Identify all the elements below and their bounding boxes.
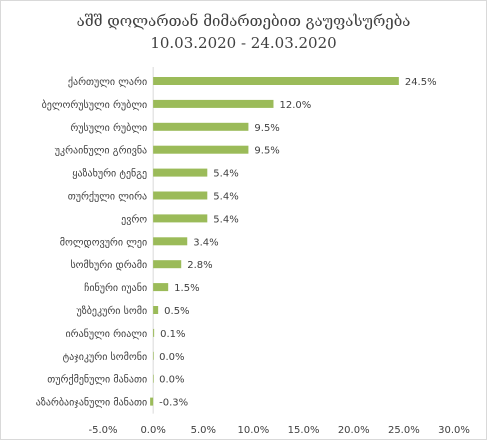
value-label: 3.4% — [193, 237, 218, 248]
value-label: 9.5% — [254, 123, 279, 134]
chart-subtitle: 10.03.2020 - 24.03.2020 — [150, 34, 337, 52]
value-label: 9.5% — [254, 146, 279, 157]
value-label: 24.5% — [405, 77, 437, 88]
category-label: თურქული ლირა — [68, 191, 147, 203]
category-label: სომხური დრამი — [70, 259, 147, 271]
value-label: 0.0% — [159, 352, 184, 363]
x-tick-label: -5.0% — [88, 425, 117, 436]
bar — [153, 351, 154, 360]
x-tick-label: 0.0% — [140, 425, 165, 436]
category-label: უკრაინული გრივნა — [55, 145, 147, 157]
bar — [153, 77, 399, 85]
category-label: ბელორუსული რუბლი — [42, 99, 148, 111]
value-label: 5.4% — [213, 192, 238, 203]
bar — [153, 260, 182, 269]
bar — [153, 122, 249, 131]
value-label: 0.5% — [164, 306, 189, 317]
bar — [153, 214, 208, 223]
value-label: -0.3% — [159, 398, 188, 409]
category-label: რუსული რუბლი — [70, 122, 147, 134]
value-label: 5.4% — [213, 214, 238, 225]
x-tick-label: 20.0% — [338, 425, 370, 436]
category-label: მოლდოვური ლეი — [60, 236, 147, 248]
value-label: 2.8% — [187, 260, 212, 271]
bar — [153, 306, 159, 314]
bar — [153, 374, 154, 383]
bar — [153, 283, 169, 292]
value-label: 5.4% — [213, 169, 238, 180]
x-tick-label: 10.0% — [238, 425, 270, 436]
bar — [153, 237, 188, 246]
category-label: ირანული რიალი — [65, 328, 147, 340]
category-label: ტაჯიკური სომონი — [63, 351, 148, 363]
bar — [153, 145, 249, 154]
bar — [153, 328, 155, 337]
x-tick-label: 25.0% — [388, 425, 420, 436]
category-label: ევრო — [121, 213, 147, 225]
category-label: უზბეკური სომი — [77, 305, 148, 317]
x-tick-label: 15.0% — [288, 425, 320, 436]
category-label: ჩინური იუანი — [84, 282, 147, 294]
bar — [153, 191, 208, 200]
category-label: თურქმენული მანათი — [47, 374, 147, 386]
bar — [153, 99, 274, 108]
bar — [153, 168, 208, 177]
x-tick-label: 30.0% — [438, 425, 470, 436]
x-tick-label: 5.0% — [191, 425, 216, 436]
chart-title: აშშ დოლართან მიმართებით გაუფასურება — [76, 12, 411, 30]
value-label: 12.0% — [279, 100, 311, 111]
category-label: ყაზახური ტენგე — [72, 168, 147, 180]
bar — [150, 397, 154, 406]
category-label: აზარბაიჯანული მანათი — [36, 397, 147, 409]
value-label: 0.0% — [159, 375, 184, 386]
category-label: ქართული ლარი — [68, 76, 147, 88]
value-label: 1.5% — [174, 283, 199, 294]
value-label: 0.1% — [160, 329, 185, 340]
